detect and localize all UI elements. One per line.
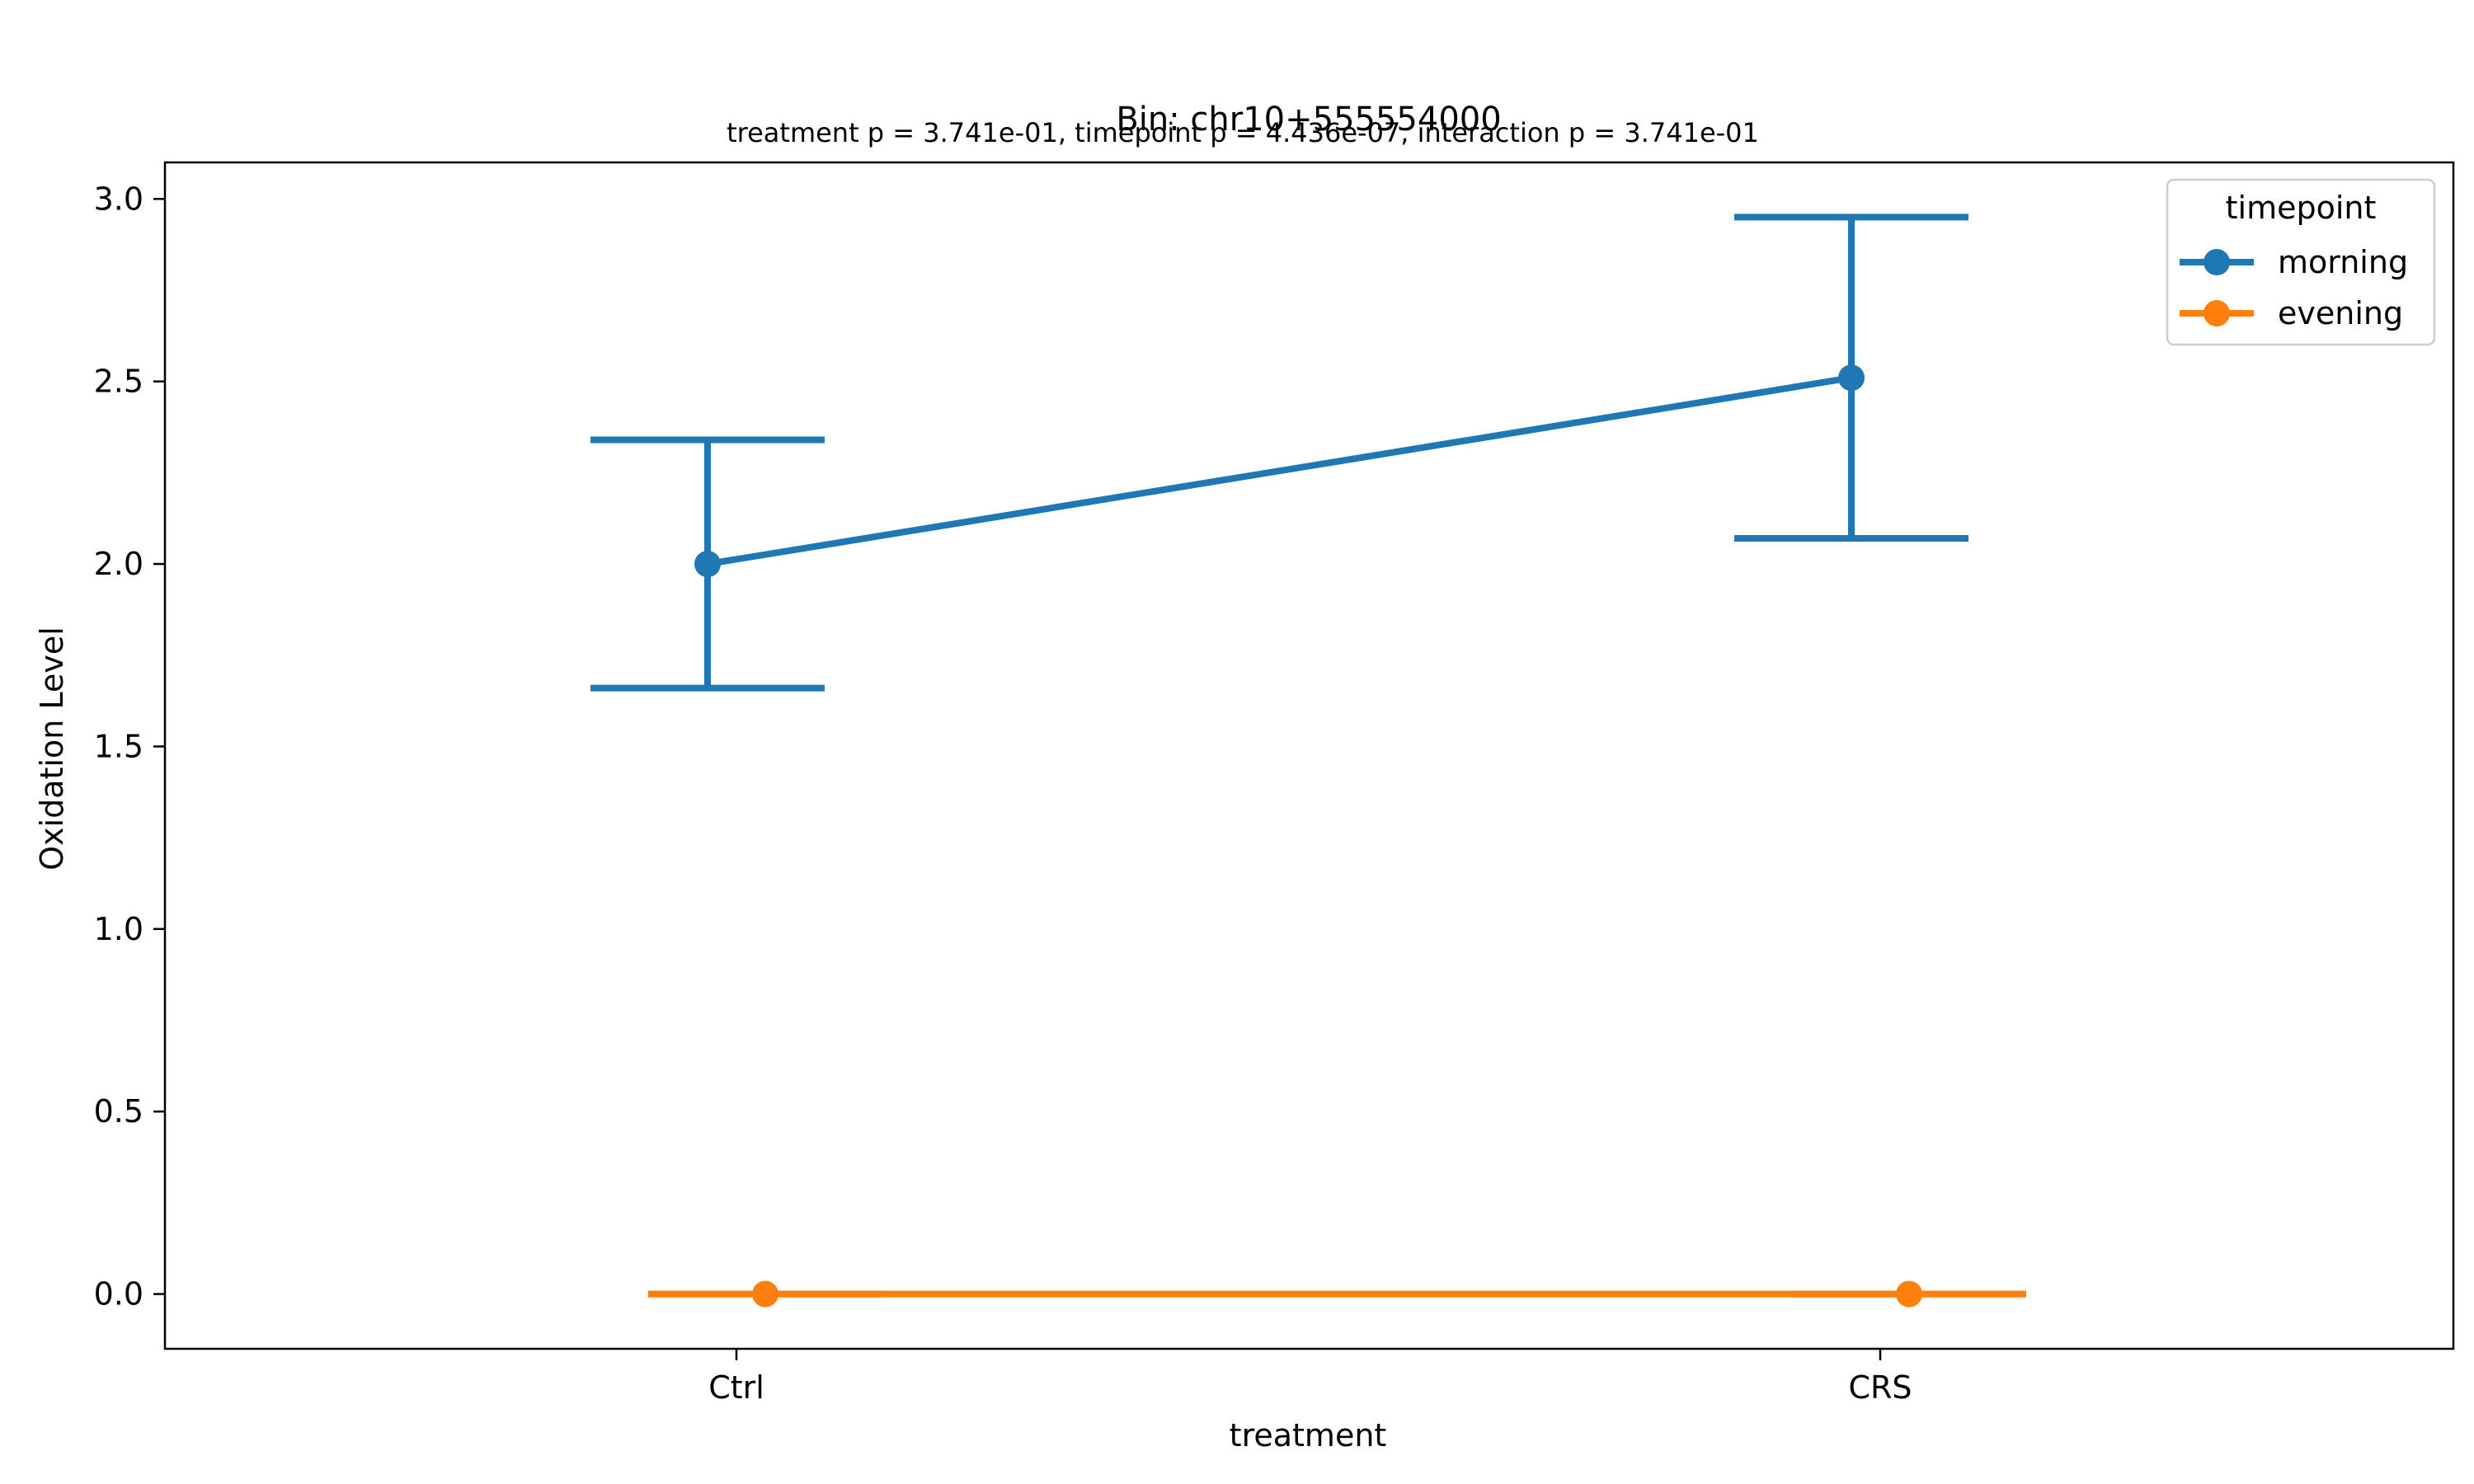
- legend-box: [2166, 178, 2436, 346]
- plot-area-frame: [163, 161, 2455, 1350]
- data-point-evening: [752, 1280, 778, 1308]
- y-tick-label: 1.5: [94, 728, 143, 764]
- data-point-morning: [1838, 364, 1865, 392]
- legend-label-morning: morning: [2278, 244, 2408, 280]
- legend-marker-evening: [2204, 300, 2230, 326]
- x-axis-ticks: Ctrl CRS: [708, 1349, 1912, 1406]
- y-axis-ticks: 0.0 0.5 1.0 1.5 2.0 2.5 3.0: [94, 181, 165, 1313]
- y-tick-label: 3.0: [94, 181, 143, 217]
- series-evening: [648, 1280, 2026, 1308]
- series-line-morning: [707, 374, 1852, 567]
- y-tick-label: 1.0: [94, 911, 143, 947]
- data-point-morning: [694, 551, 721, 578]
- y-tick-label: 2.0: [94, 546, 143, 582]
- legend-entries: morning evening: [2180, 244, 2408, 331]
- legend-title: timepoint: [2226, 190, 2377, 226]
- series-morning: [590, 214, 1968, 692]
- y-axis-label: Oxidation Level: [34, 627, 70, 871]
- x-tick-label: CRS: [1848, 1369, 1912, 1406]
- y-tick-label: 2.5: [94, 364, 143, 400]
- legend: timepoint morning evening: [2166, 178, 2436, 346]
- legend-label-evening: evening: [2278, 295, 2403, 331]
- plot-marks: [590, 214, 2026, 1308]
- legend-marker-morning: [2204, 249, 2230, 275]
- data-point-evening: [1896, 1280, 1922, 1308]
- x-tick-label: Ctrl: [708, 1369, 764, 1406]
- y-tick-label: 0.0: [94, 1276, 143, 1313]
- chart-subtitle: treatment p = 3.741e-01, timepoint p = 4…: [727, 117, 1759, 148]
- chart-title: Bin: chr10+555554000: [1116, 101, 1501, 139]
- y-tick-label: 0.5: [94, 1093, 143, 1129]
- x-axis-label: treatment: [1230, 1417, 1387, 1453]
